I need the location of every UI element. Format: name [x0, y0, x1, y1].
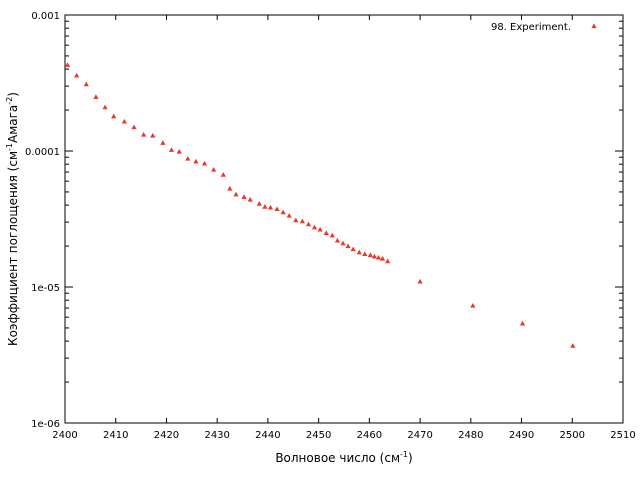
x-tick-label: 2400 — [52, 430, 77, 441]
legend: 98. Experiment. — [491, 22, 597, 33]
y-axis-label-part: -1 — [5, 143, 14, 151]
data-point — [247, 196, 253, 202]
data-point — [93, 94, 99, 99]
data-point — [293, 217, 299, 223]
data-point — [74, 72, 80, 78]
y-axis: 0.001 0.0001 1e-05 1e-06 — [25, 11, 623, 430]
data-point — [220, 172, 226, 177]
data-point — [299, 218, 306, 224]
data-point — [323, 230, 329, 235]
x-tick-label: 2490 — [509, 430, 534, 441]
data-point — [340, 240, 346, 246]
x-tick-label: 2510 — [610, 430, 635, 441]
data-point — [83, 81, 89, 87]
x-tick-label: 2470 — [407, 430, 432, 441]
data-point — [379, 255, 386, 261]
x-tick-label: 2480 — [458, 430, 483, 441]
data-point — [345, 243, 351, 249]
data-point — [262, 204, 268, 209]
y-tick-label: 0.0001 — [25, 147, 60, 158]
data-point — [317, 226, 323, 232]
y-axis-label: Коэффициент поглощения (см-1Амага-2) — [5, 92, 20, 346]
plot-frame — [64, 14, 624, 424]
data-point — [329, 232, 335, 238]
x-tick-label: 2430 — [204, 430, 229, 441]
x-axis-label-sup: -1 — [400, 450, 408, 459]
data-point — [185, 155, 191, 161]
data-point — [256, 201, 262, 206]
data-point — [121, 118, 127, 124]
data-point — [267, 204, 274, 210]
y-axis-label-part: Амага — [6, 105, 20, 143]
data-point — [241, 194, 247, 199]
data-point — [350, 246, 356, 252]
legend-marker — [591, 23, 597, 29]
data-point — [417, 278, 423, 284]
y-axis-label-part: Коэффициент поглощения (см — [6, 151, 20, 346]
data-point — [286, 212, 292, 218]
data-point — [211, 166, 217, 172]
data-point — [367, 252, 373, 258]
x-tick-label: 2420 — [154, 430, 179, 441]
data-point — [519, 320, 526, 326]
x-axis-label-tail: ) — [408, 451, 413, 465]
data-point — [356, 249, 362, 255]
y-axis-label-part: ) — [6, 92, 20, 97]
data-point — [160, 140, 166, 145]
data-point — [362, 251, 368, 257]
data-point — [311, 224, 318, 230]
series-experiment — [64, 62, 576, 348]
x-tick-label: 2410 — [103, 430, 128, 441]
data-point — [233, 191, 239, 197]
y-tick-label: 1e-06 — [31, 419, 60, 430]
data-point — [470, 302, 476, 308]
data-point — [176, 148, 182, 154]
x-axis: 2400 2410 2420 2430 2440 2450 2460 2470 2480 2490… — [52, 15, 636, 441]
data-point — [334, 237, 341, 243]
y-axis-label-part: -2 — [5, 97, 14, 105]
data-point — [274, 206, 280, 212]
y-tick-label: 1e-05 — [31, 283, 60, 294]
data-point — [371, 253, 378, 259]
x-axis-label: Волновое число (см-1) — [275, 450, 412, 465]
data-point — [131, 124, 137, 130]
x-tick-label: 2460 — [357, 430, 382, 441]
data-point — [570, 343, 576, 348]
data-point — [150, 132, 156, 138]
data-point — [201, 160, 208, 166]
data-point — [305, 221, 312, 227]
x-tick-label: 2500 — [560, 430, 585, 441]
data-point — [168, 147, 175, 152]
data-point — [102, 104, 108, 110]
x-tick-label: 2450 — [306, 430, 331, 441]
legend-label: 98. Experiment. — [491, 22, 571, 33]
data-point — [227, 185, 233, 191]
data-point — [64, 62, 71, 67]
data-point — [193, 158, 199, 164]
data-point — [280, 209, 286, 215]
data-point — [111, 113, 117, 119]
data-point — [141, 132, 147, 137]
data-point — [385, 258, 391, 264]
y-tick-label: 0.001 — [31, 11, 60, 22]
data-point — [375, 254, 382, 260]
x-tick-label: 2440 — [255, 430, 280, 441]
